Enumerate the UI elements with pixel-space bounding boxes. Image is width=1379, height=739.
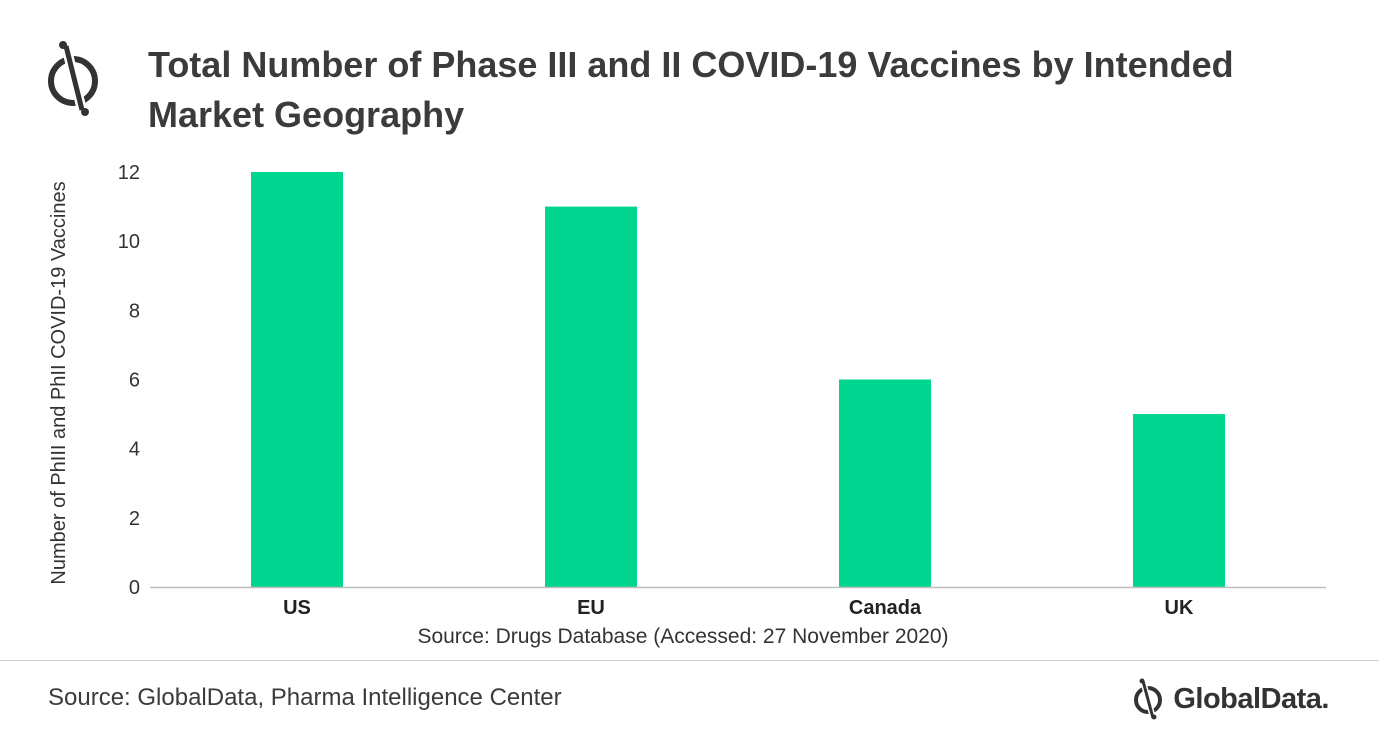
- bar-canada: [839, 379, 931, 587]
- bar-eu: [545, 206, 637, 588]
- x-tick-label: UK: [1165, 597, 1194, 619]
- x-tick-label: US: [283, 597, 311, 619]
- footer-source: Source: GlobalData, Pharma Intelligence …: [48, 684, 562, 711]
- bar-us: [251, 172, 343, 587]
- globaldata-brand-icon: [1134, 678, 1163, 720]
- y-tick-label: 4: [129, 439, 140, 461]
- x-tick-label: Canada: [849, 597, 922, 619]
- y-tick-label: 10: [118, 231, 140, 253]
- chart-source-note: Source: Drugs Database (Accessed: 27 Nov…: [417, 625, 949, 648]
- bar-uk: [1133, 414, 1225, 587]
- brand-logo: GlobalData.: [1131, 676, 1329, 722]
- bar-chart: 0 2 4 6 8 10 12 US EU Canada UK: [118, 162, 1326, 619]
- footer-divider: [0, 660, 1379, 661]
- y-tick-label: 0: [129, 577, 140, 599]
- y-tick-label: 8: [129, 300, 140, 322]
- brand-name: GlobalData.: [1173, 682, 1329, 715]
- x-tick-label: EU: [577, 597, 605, 619]
- globaldata-logo-icon: [48, 41, 98, 116]
- y-tick-label: 6: [129, 370, 140, 392]
- chart-title: Total Number of Phase III and II COVID-1…: [148, 44, 1234, 135]
- y-tick-label: 12: [118, 162, 140, 184]
- y-tick-label: 2: [129, 508, 140, 530]
